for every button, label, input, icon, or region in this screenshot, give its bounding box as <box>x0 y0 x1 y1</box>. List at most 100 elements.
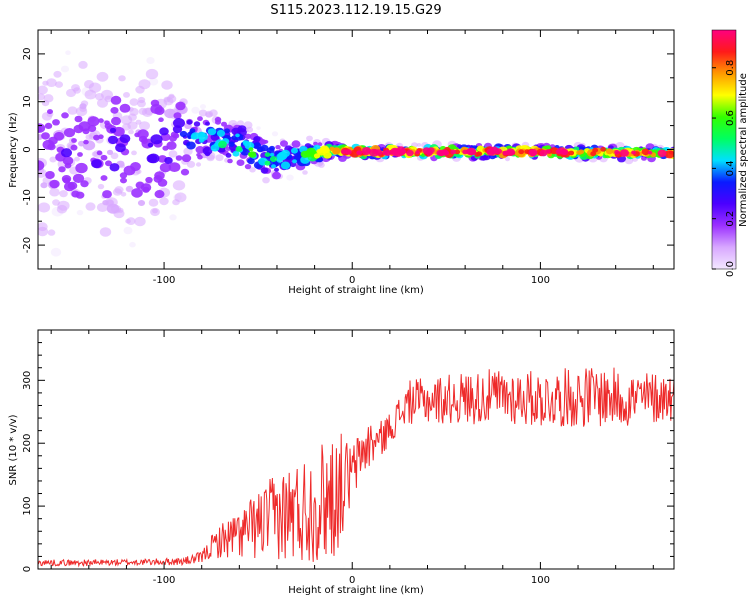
spectrogram-blob <box>123 92 130 98</box>
spectrogram-blob <box>126 217 136 226</box>
spectrogram-blob <box>123 226 133 235</box>
spectrogram-blob <box>159 197 169 206</box>
spectrogram-blob <box>292 159 297 164</box>
spectrogram-blob <box>49 187 60 197</box>
spectrogram-blob <box>186 119 193 125</box>
spectrogram-blob <box>271 131 279 137</box>
spectrogram-blob <box>280 161 291 170</box>
spectrogram-blob <box>91 159 102 169</box>
spectrogram-blob <box>253 136 261 142</box>
spectrogram-blob <box>180 168 190 176</box>
spectrogram-blob <box>172 199 180 206</box>
spectrogram-blob <box>590 151 597 157</box>
spectrogram-blob <box>119 172 128 179</box>
spectrogram-blob <box>65 50 71 55</box>
spectrogram-blob <box>216 129 226 137</box>
spectrogram-blob <box>264 160 271 166</box>
colorbar-tick-label: 0.4 <box>725 160 736 176</box>
y-tick-label: 300 <box>22 371 33 390</box>
spectrogram-blob <box>244 133 252 139</box>
spectrogram-blob <box>110 107 119 114</box>
spectrogram-blob <box>271 164 276 169</box>
spectrogram-blob <box>197 131 206 138</box>
spectrogram-blob <box>145 176 153 184</box>
colorbar-label: Normalized spectral amplitude <box>738 73 749 227</box>
spectrogram-blob <box>129 241 136 248</box>
spectrogram-blob <box>159 162 172 173</box>
colorbar-tick-label: 0.6 <box>725 110 736 126</box>
colorbar-tick-label: 0.8 <box>725 60 736 76</box>
spectrogram-blob <box>319 145 330 154</box>
spectrogram-blob <box>76 209 84 216</box>
spectrogram-blob <box>98 134 104 139</box>
spectrogram-blob <box>560 148 569 156</box>
spectrogram-blob <box>269 156 278 162</box>
spectrogram-blob <box>164 157 173 164</box>
spectrogram-blob <box>127 121 138 130</box>
spectrogram-blob <box>85 202 96 211</box>
spectrogram-blob <box>71 138 77 143</box>
spectrogram-blob <box>237 120 244 126</box>
x-tick-label: -100 <box>153 575 176 586</box>
spectrogram-blob <box>43 94 54 103</box>
spectrogram-blob <box>529 150 537 157</box>
spectrogram-blob <box>109 127 117 133</box>
spectrogram-blob <box>204 151 211 157</box>
spectrogram-blob <box>272 171 281 180</box>
spectrogram-blob <box>113 126 125 137</box>
spectrogram-blob <box>668 150 674 155</box>
spectrogram-blob <box>98 118 104 123</box>
spectrogram-blob <box>266 147 275 154</box>
spectrogram-blob <box>64 162 72 169</box>
snr-panel: -100 0 100 0 100 200 300 Height of straight li… <box>8 329 675 596</box>
spectrogram-blob <box>214 116 222 123</box>
y-tick-label: 100 <box>22 497 33 516</box>
spectrogram-x-axis-label: Height of straight line (km) <box>288 285 424 296</box>
spectrogram-blob <box>647 150 653 155</box>
spectrogram-blob <box>197 116 203 122</box>
spectrogram-blob <box>158 117 164 122</box>
spectrogram-blob <box>99 227 112 237</box>
spectrogram-blob <box>256 126 261 130</box>
spectrogram-blob <box>264 152 271 157</box>
spectrogram-blob <box>87 125 97 132</box>
spectrogram-blob <box>118 75 126 82</box>
spectrogram-blob <box>64 182 75 192</box>
spectrogram-blob <box>38 168 47 178</box>
spectrogram-blob <box>142 186 150 193</box>
spectrogram-blob <box>96 71 109 82</box>
spectrogram-blob <box>135 181 145 189</box>
spectrogram-blob <box>115 143 126 153</box>
spectrogram-blob <box>406 149 414 157</box>
spectrogram-blob <box>95 93 104 101</box>
spectrogram-blob <box>269 152 275 157</box>
spectrogram-blob <box>57 200 70 211</box>
snr-y-axis-label: SNR (10 * v/v) <box>8 414 19 485</box>
spectrogram-blob <box>49 156 57 163</box>
spectrogram-blob <box>232 150 240 157</box>
spectrogram-blob <box>71 190 80 198</box>
y-tick-label: -10 <box>22 189 33 205</box>
spectrogram-blob <box>191 106 200 114</box>
spectrogram-blob <box>172 125 183 134</box>
spectrogram-blob <box>228 141 235 147</box>
spectrogram-blob <box>169 214 177 221</box>
spectrogram-blob <box>41 132 50 140</box>
spectrogram-blob <box>191 132 200 140</box>
spectrogram-blob <box>437 150 446 157</box>
colorbar-ticks: 0.0 0.2 0.4 0.6 0.8 <box>712 60 736 277</box>
spectrogram-blob <box>345 149 352 155</box>
spectrogram-blob <box>600 146 607 152</box>
spectrogram-blob <box>249 167 256 173</box>
colorbar-tick-label: 0.2 <box>725 211 736 227</box>
spectrogram-blob <box>605 148 614 155</box>
spectrogram-blob <box>179 130 188 138</box>
y-tick-label: -20 <box>22 237 33 253</box>
spectrogram-blob <box>193 121 201 127</box>
spectrogram-blob <box>106 203 120 214</box>
spectrogram-blob <box>138 79 151 90</box>
spectrogram-blob <box>150 103 163 115</box>
spectrogram-blob <box>139 121 150 131</box>
spectrogram-blob <box>187 135 192 140</box>
